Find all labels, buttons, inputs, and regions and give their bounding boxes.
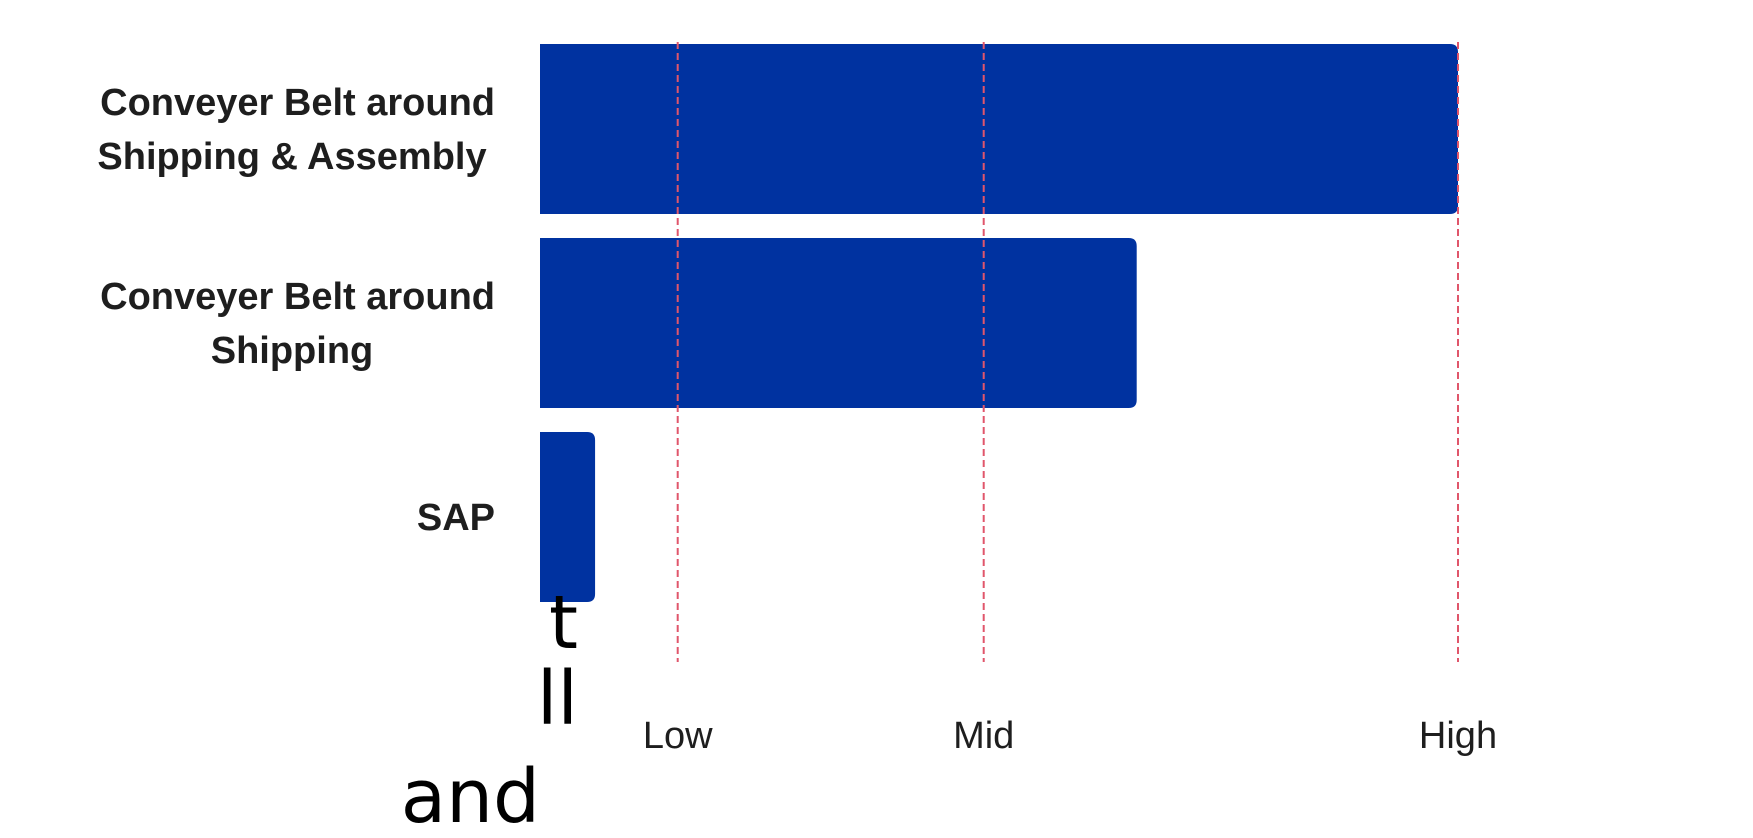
bar-3 <box>540 432 596 602</box>
bar-2 <box>540 238 1137 408</box>
tick-label-mid: Mid <box>953 715 1014 757</box>
category-label-2-line-1: Conveyer Belt around <box>100 276 495 318</box>
bar-1 <box>540 44 1458 214</box>
category-label-2-line-2: Shipping <box>211 330 374 372</box>
tick-label-low: Low <box>643 715 713 757</box>
category-label-3-line-1: SAP <box>417 497 495 539</box>
category-label-1-line-2: Shipping & Assembly <box>97 136 486 178</box>
category-label-1-line-1: Conveyer Belt around <box>100 82 495 124</box>
tick-label-high: High <box>1419 715 1497 757</box>
